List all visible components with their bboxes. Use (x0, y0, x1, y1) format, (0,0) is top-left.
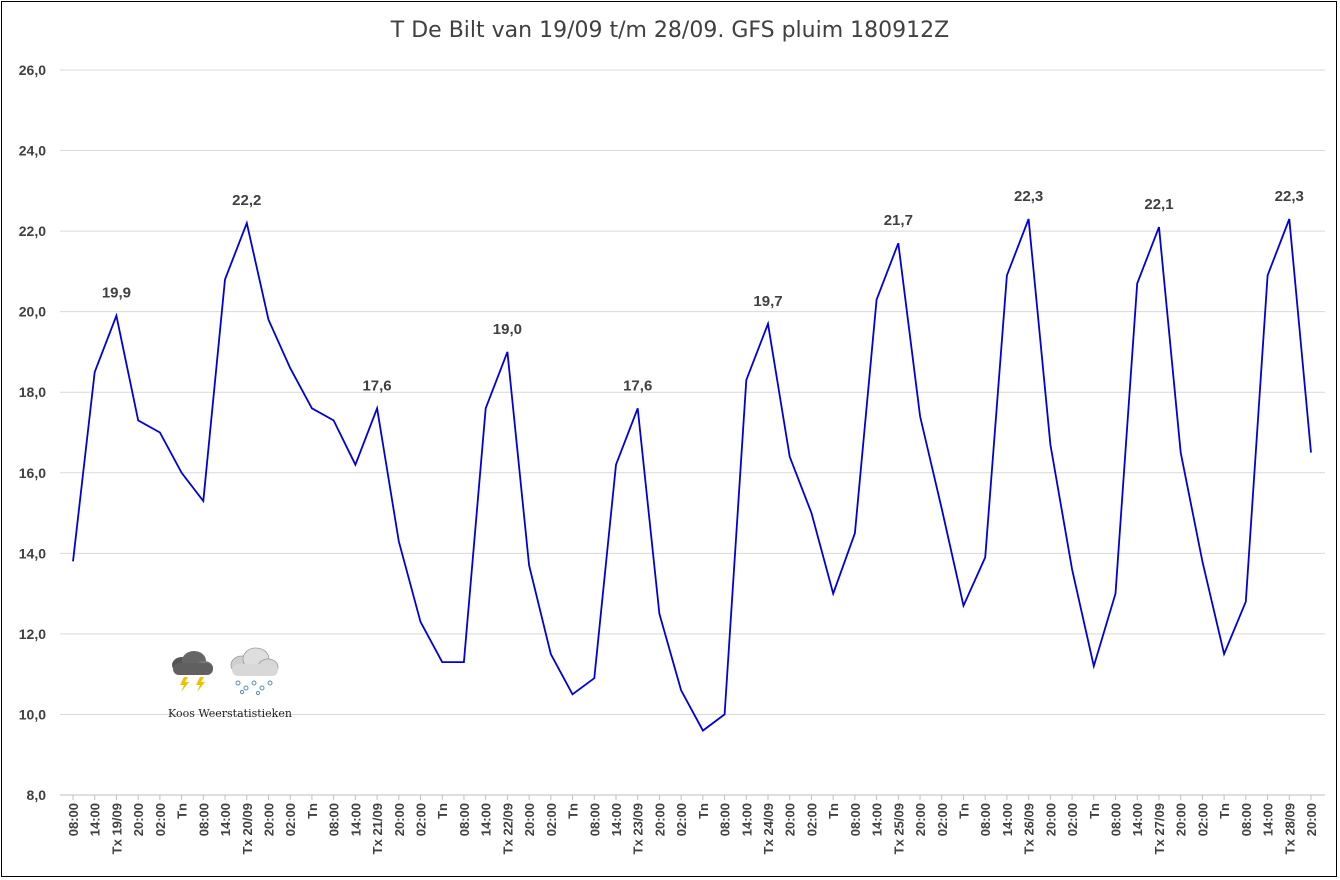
x-tick-label: 02:00 (674, 803, 689, 836)
x-tick-label: 20:00 (522, 803, 537, 836)
x-tick-label: Tn (1217, 803, 1232, 819)
x-tick-label: 08:00 (587, 803, 602, 836)
x-tick-label: 08:00 (978, 803, 993, 836)
y-tick-label: 18,0 (19, 384, 46, 400)
x-tick-label: Tx 24/09 (761, 803, 776, 854)
x-tick-label: Tn (956, 803, 971, 819)
x-tick-label: 08:00 (848, 803, 863, 836)
x-tick-label: Tn (1087, 803, 1102, 819)
x-tick-label: 14:00 (609, 803, 624, 836)
x-tick-label: 14:00 (870, 803, 885, 836)
x-tick-label: Tx 21/09 (370, 803, 385, 854)
x-tick-label: 20:00 (392, 803, 407, 836)
x-tick-label: 20:00 (913, 803, 928, 836)
data-label: 22,2 (232, 192, 261, 209)
y-tick-label: 8,0 (27, 787, 47, 803)
snow-cloud-icon (230, 647, 279, 696)
x-tick-label: 20:00 (783, 803, 798, 836)
data-label: 17,6 (623, 377, 652, 394)
x-tick-label: 02:00 (544, 803, 559, 836)
data-labels: 19,9 22,2 17,6 19,0 17,6 19,7 21,7 22,3 22,1 22,3 (102, 188, 1304, 394)
y-tick-label: 24,0 (19, 143, 46, 159)
x-tick-label: 08:00 (1239, 803, 1254, 836)
x-tick-label: Tx 19/09 (109, 803, 124, 854)
x-tick-label: Tn (175, 803, 190, 819)
x-tick-label: Tn (435, 803, 450, 819)
x-tick-label: Tn (566, 803, 581, 819)
x-tick-label: 20:00 (131, 803, 146, 836)
x-tick-label: 02:00 (1065, 803, 1080, 836)
x-tick-label: 02:00 (804, 803, 819, 836)
x-tick-label: 14:00 (348, 803, 363, 836)
x-tick-label: 02:00 (153, 803, 168, 836)
logo-text: Koos Weerstatistieken (168, 707, 292, 720)
data-label: 22,3 (1275, 188, 1304, 205)
x-tick-label: 14:00 (479, 803, 494, 836)
x-tick-label: Tx 25/09 (891, 803, 906, 854)
y-tick-label: 16,0 (19, 465, 46, 481)
x-tick-label: 02:00 (935, 803, 950, 836)
x-tick-label: 08:00 (196, 803, 211, 836)
temperature-series (72, 218, 1312, 732)
x-tick-label: 02:00 (414, 803, 429, 836)
x-axis: 08:00 14:00 Tx 19/09 20:00 02:00 Tn 08:00 14:00… (66, 795, 1319, 854)
x-tick-label: 08:00 (327, 803, 342, 836)
thunderstorm-cloud-icon (172, 651, 213, 692)
x-tick-label: Tx 26/09 (1022, 803, 1037, 854)
x-tick-label: 08:00 (1109, 803, 1124, 836)
x-tick-label: Tx 23/09 (631, 803, 646, 854)
y-tick-label: 14,0 (19, 545, 46, 561)
x-tick-label: Tx 20/09 (240, 803, 255, 854)
x-tick-label: 14:00 (88, 803, 103, 836)
x-tick-label: 14:00 (1130, 803, 1145, 836)
x-tick-label: 02:00 (283, 803, 298, 836)
x-tick-label: Tx 22/09 (500, 803, 515, 854)
x-tick-label: Tn (305, 803, 320, 819)
x-tick-label: 02:00 (1195, 803, 1210, 836)
x-tick-label: Tx 28/09 (1282, 803, 1297, 854)
gridlines (60, 69, 1325, 796)
x-tick-label: 20:00 (261, 803, 276, 836)
x-tick-label: 20:00 (1174, 803, 1189, 836)
x-tick-label: 14:00 (739, 803, 754, 836)
x-tick-label: 08:00 (66, 803, 81, 836)
data-label: 19,9 (102, 285, 131, 302)
y-tick-label: 26,0 (19, 62, 46, 78)
y-tick-label: 20,0 (19, 304, 46, 320)
logo: Koos Weerstatistieken (160, 645, 300, 725)
x-tick-label: 20:00 (1043, 803, 1058, 836)
x-tick-label: 14:00 (1261, 803, 1276, 836)
x-tick-label: 08:00 (718, 803, 733, 836)
x-tick-label: 20:00 (652, 803, 667, 836)
x-tick-label: 14:00 (1000, 803, 1015, 836)
x-tick-label: Tn (826, 803, 841, 819)
x-tick-label: 20:00 (1304, 803, 1319, 836)
data-label: 19,0 (493, 321, 522, 338)
data-label: 22,1 (1144, 196, 1173, 213)
chart-title: T De Bilt van 19/09 t/m 28/09. GFS pluim… (390, 18, 950, 43)
y-tick-label: 12,0 (19, 626, 46, 642)
data-label: 21,7 (884, 212, 913, 229)
x-tick-label: Tx 27/09 (1152, 803, 1167, 854)
data-label: 22,3 (1014, 188, 1043, 205)
x-tick-label: 08:00 (457, 803, 472, 836)
x-tick-label: Tn (696, 803, 711, 819)
data-label: 17,6 (362, 377, 391, 394)
temperature-line (72, 218, 1312, 732)
y-axis: 8,0 10,0 12,0 14,0 16,0 18,0 20,0 22,0 24,0 26,0 (19, 62, 46, 803)
y-tick-label: 10,0 (19, 706, 46, 722)
x-tick-label: 14:00 (218, 803, 233, 836)
y-tick-label: 22,0 (19, 223, 46, 239)
weather-icons (172, 647, 279, 696)
data-label: 19,7 (753, 293, 782, 310)
